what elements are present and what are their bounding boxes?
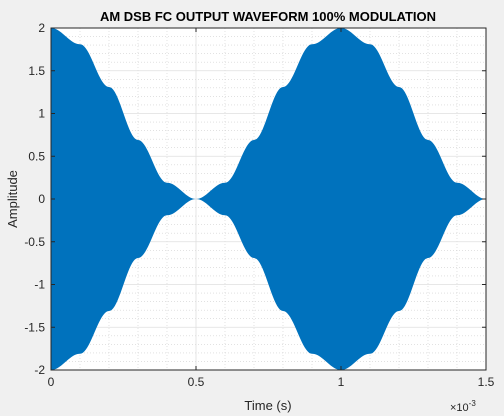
- x-axis-exponent-base: ×10: [450, 402, 469, 414]
- y-tick-label: -1.5: [24, 320, 45, 334]
- chart-title: AM DSB FC OUTPUT WAVEFORM 100% MODULATIO…: [100, 9, 436, 24]
- y-tick-label: -2: [34, 363, 45, 377]
- y-axis-label: Amplitude: [5, 170, 20, 228]
- y-tick-label: 1: [38, 107, 45, 121]
- x-tick-label: 1: [338, 375, 345, 389]
- y-tick-label: 0.5: [28, 149, 45, 163]
- y-axis-ticks: 2 1.5 1 0.5 0 -0.5 -1 -1.5 -2: [24, 21, 486, 377]
- y-tick-label: -0.5: [24, 235, 45, 249]
- y-tick-label: 2: [38, 21, 45, 35]
- y-tick-label: -1: [34, 278, 45, 292]
- x-axis-exponent-power: -3: [469, 399, 477, 408]
- x-tick-label: 0: [48, 375, 55, 389]
- x-tick-label: 0.5: [188, 375, 205, 389]
- x-axis-ticks: 0 0.5 1 1.5: [48, 28, 495, 389]
- signal-envelope-fill: [51, 28, 486, 370]
- x-axis-label: Time (s): [244, 398, 291, 413]
- x-axis-exponent: ×10-3: [450, 399, 476, 414]
- y-tick-label: 0: [38, 192, 45, 206]
- y-tick-label: 1.5: [28, 64, 45, 78]
- x-tick-label: 1.5: [478, 375, 495, 389]
